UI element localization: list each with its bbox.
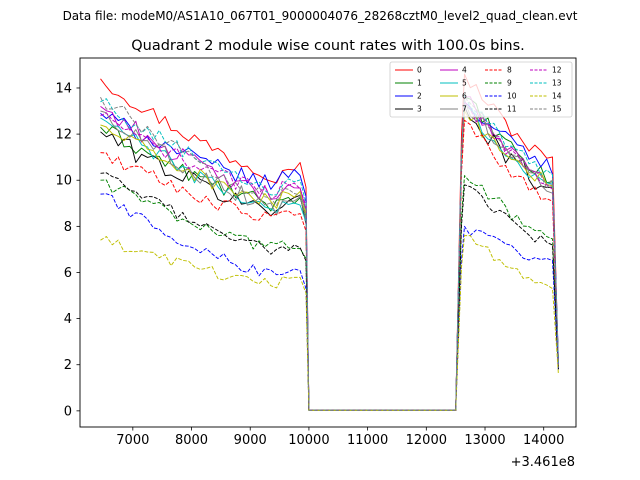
y-tick-label-12: 12 bbox=[55, 128, 72, 143]
y-tick-label-2: 2 bbox=[64, 358, 72, 373]
series-line-7 bbox=[100, 99, 559, 411]
y-tick-label-6: 6 bbox=[64, 266, 72, 281]
y-tick-label-4: 4 bbox=[64, 312, 72, 327]
legend-label-5: 5 bbox=[462, 79, 467, 88]
series-line-13 bbox=[100, 94, 559, 411]
series-line-14 bbox=[100, 235, 559, 411]
legend-label-2: 2 bbox=[417, 92, 422, 101]
legend-label-10: 10 bbox=[507, 92, 517, 101]
y-tick-label-14: 14 bbox=[55, 81, 72, 96]
legend-label-0: 0 bbox=[417, 66, 422, 75]
series-line-1 bbox=[100, 96, 559, 411]
legend-label-11: 11 bbox=[507, 105, 517, 114]
series-line-12 bbox=[100, 101, 559, 411]
y-tick-label-0: 0 bbox=[64, 404, 72, 419]
figure-suptitle: Data file: modeM0/AS1A10_067T01_90000040… bbox=[63, 9, 578, 23]
x-tick-label-14000: 14000 bbox=[523, 433, 564, 448]
y-tick-label-8: 8 bbox=[64, 220, 72, 235]
series-line-0 bbox=[100, 73, 559, 411]
series-layer bbox=[100, 73, 559, 411]
series-line-11 bbox=[100, 172, 559, 411]
legend-box bbox=[389, 61, 573, 118]
legend-label-14: 14 bbox=[552, 92, 562, 101]
legend-label-8: 8 bbox=[507, 66, 512, 75]
legend-label-7: 7 bbox=[462, 105, 467, 114]
legend-label-4: 4 bbox=[462, 66, 467, 75]
series-line-5 bbox=[100, 103, 559, 411]
legend-label-6: 6 bbox=[462, 92, 467, 101]
x-axis-offset-label: +3.461e8 bbox=[511, 455, 575, 470]
series-line-3 bbox=[100, 105, 559, 411]
axes-layer: 7000 8000 9000 10000 11000 12000 13000 14000 0 2 4… bbox=[55, 81, 564, 448]
x-tick-label-11000: 11000 bbox=[347, 433, 388, 448]
x-tick-label-13000: 13000 bbox=[464, 433, 505, 448]
series-line-10 bbox=[100, 193, 559, 411]
legend-label-9: 9 bbox=[507, 79, 512, 88]
legend-label-12: 12 bbox=[552, 66, 562, 75]
legend-label-1: 1 bbox=[417, 79, 422, 88]
legend-label-13: 13 bbox=[552, 79, 562, 88]
x-tick-label-9000: 9000 bbox=[234, 433, 267, 448]
series-line-2 bbox=[100, 101, 559, 411]
x-tick-label-12000: 12000 bbox=[406, 433, 447, 448]
x-tick-label-10000: 10000 bbox=[288, 433, 329, 448]
legend-label-3: 3 bbox=[417, 105, 422, 114]
series-line-8 bbox=[100, 119, 559, 411]
x-tick-label-8000: 8000 bbox=[175, 433, 208, 448]
legend-label-15: 15 bbox=[552, 105, 562, 114]
series-line-9 bbox=[100, 175, 559, 411]
y-tick-label-10: 10 bbox=[55, 174, 72, 189]
x-tick-label-7000: 7000 bbox=[116, 433, 149, 448]
series-line-15 bbox=[100, 96, 559, 411]
plot-frame bbox=[79, 57, 577, 428]
series-line-6 bbox=[100, 110, 559, 411]
series-line-4 bbox=[100, 96, 559, 411]
chart-title: Quadrant 2 module wise count rates with … bbox=[131, 38, 525, 54]
